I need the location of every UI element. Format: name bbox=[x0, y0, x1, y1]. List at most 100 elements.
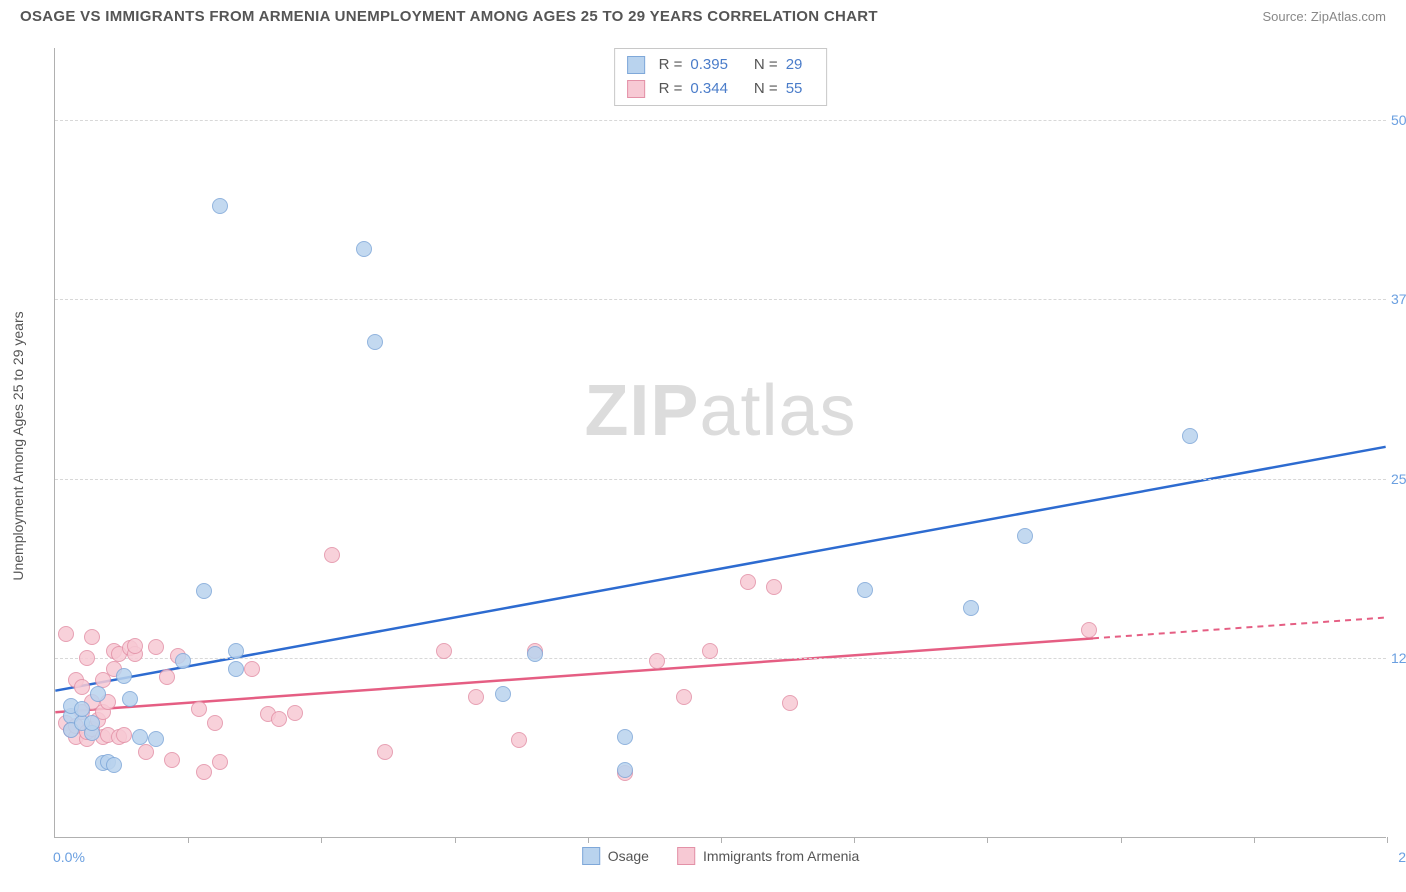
stats-legend: R = 0.395 N = 29 R = 0.344 N = 55 bbox=[614, 48, 828, 106]
scatter-point-osage bbox=[132, 729, 148, 745]
scatter-point-armenia bbox=[127, 638, 143, 654]
x-tick bbox=[1254, 837, 1255, 843]
legend-label-armenia: Immigrants from Armenia bbox=[703, 848, 859, 864]
scatter-point-osage bbox=[148, 731, 164, 747]
scatter-point-armenia bbox=[766, 579, 782, 595]
stat-n-value-osage: 29 bbox=[786, 53, 803, 77]
scatter-point-osage bbox=[367, 334, 383, 350]
scatter-point-armenia bbox=[74, 679, 90, 695]
x-tick bbox=[987, 837, 988, 843]
scatter-point-armenia bbox=[196, 764, 212, 780]
scatter-point-armenia bbox=[468, 689, 484, 705]
chart-plot-area: ZIPatlas R = 0.395 N = 29 R = 0.344 N = … bbox=[54, 48, 1386, 838]
scatter-point-armenia bbox=[676, 689, 692, 705]
stat-r-value-armenia: 0.344 bbox=[690, 77, 728, 101]
x-tick bbox=[588, 837, 589, 843]
x-tick bbox=[854, 837, 855, 843]
scatter-point-armenia bbox=[244, 661, 260, 677]
x-tick bbox=[1121, 837, 1122, 843]
scatter-point-armenia bbox=[1081, 622, 1097, 638]
stat-n-label-armenia: N = bbox=[754, 77, 778, 101]
chart-title: OSAGE VS IMMIGRANTS FROM ARMENIA UNEMPLO… bbox=[20, 8, 878, 25]
scatter-point-osage bbox=[175, 653, 191, 669]
series-legend: Osage Immigrants from Armenia bbox=[582, 847, 860, 865]
x-max-label: 25.0% bbox=[1398, 849, 1406, 865]
gridline bbox=[55, 479, 1386, 480]
scatter-point-armenia bbox=[212, 754, 228, 770]
swatch-osage-2 bbox=[582, 847, 600, 865]
scatter-point-armenia bbox=[207, 715, 223, 731]
x-origin-label: 0.0% bbox=[53, 849, 85, 865]
scatter-point-osage bbox=[116, 668, 132, 684]
y-tick-label: 37.5% bbox=[1391, 291, 1406, 307]
source-attribution: Source: ZipAtlas.com bbox=[1262, 9, 1386, 24]
y-tick-label: 12.5% bbox=[1391, 650, 1406, 666]
y-tick-label: 50.0% bbox=[1391, 112, 1406, 128]
legend-label-osage: Osage bbox=[608, 848, 649, 864]
scatter-point-armenia bbox=[702, 643, 718, 659]
scatter-point-osage bbox=[495, 686, 511, 702]
scatter-point-osage bbox=[90, 686, 106, 702]
stat-n-value-armenia: 55 bbox=[786, 77, 803, 101]
stat-n-label-osage: N = bbox=[754, 53, 778, 77]
trendline-osage-solid bbox=[55, 447, 1385, 691]
scatter-point-osage bbox=[74, 701, 90, 717]
scatter-point-armenia bbox=[159, 669, 175, 685]
scatter-point-osage bbox=[617, 762, 633, 778]
scatter-point-armenia bbox=[191, 701, 207, 717]
scatter-point-osage bbox=[1182, 428, 1198, 444]
scatter-point-osage bbox=[527, 646, 543, 662]
scatter-point-osage bbox=[106, 757, 122, 773]
scatter-point-armenia bbox=[271, 711, 287, 727]
scatter-point-armenia bbox=[436, 643, 452, 659]
gridline bbox=[55, 658, 1386, 659]
scatter-point-armenia bbox=[740, 574, 756, 590]
legend-item-osage: Osage bbox=[582, 847, 649, 865]
scatter-point-armenia bbox=[782, 695, 798, 711]
gridline bbox=[55, 299, 1386, 300]
scatter-point-armenia bbox=[116, 727, 132, 743]
scatter-point-armenia bbox=[138, 744, 154, 760]
x-tick bbox=[321, 837, 322, 843]
scatter-point-armenia bbox=[649, 653, 665, 669]
scatter-point-osage bbox=[212, 198, 228, 214]
scatter-point-armenia bbox=[148, 639, 164, 655]
swatch-armenia-2 bbox=[677, 847, 695, 865]
scatter-point-osage bbox=[122, 691, 138, 707]
swatch-armenia bbox=[627, 80, 645, 98]
scatter-point-osage bbox=[228, 643, 244, 659]
scatter-point-osage bbox=[84, 715, 100, 731]
scatter-point-armenia bbox=[164, 752, 180, 768]
x-tick bbox=[188, 837, 189, 843]
scatter-point-osage bbox=[617, 729, 633, 745]
x-tick bbox=[1387, 837, 1388, 843]
trendline-armenia-solid bbox=[55, 638, 1093, 712]
x-tick bbox=[721, 837, 722, 843]
y-axis-title: Unemployment Among Ages 25 to 29 years bbox=[10, 311, 26, 580]
scatter-point-armenia bbox=[324, 547, 340, 563]
stats-row-armenia: R = 0.344 N = 55 bbox=[627, 77, 815, 101]
scatter-point-armenia bbox=[511, 732, 527, 748]
scatter-point-armenia bbox=[79, 650, 95, 666]
scatter-point-armenia bbox=[58, 626, 74, 642]
y-tick-label: 25.0% bbox=[1391, 471, 1406, 487]
scatter-point-osage bbox=[356, 241, 372, 257]
scatter-point-osage bbox=[857, 582, 873, 598]
scatter-point-armenia bbox=[377, 744, 393, 760]
stat-r-label-osage: R = bbox=[659, 53, 683, 77]
scatter-point-osage bbox=[228, 661, 244, 677]
gridline bbox=[55, 120, 1386, 121]
trendline-armenia-dashed bbox=[1093, 618, 1386, 639]
x-tick bbox=[455, 837, 456, 843]
stat-r-value-osage: 0.395 bbox=[690, 53, 728, 77]
stat-r-label-armenia: R = bbox=[659, 77, 683, 101]
source-link[interactable]: ZipAtlas.com bbox=[1311, 9, 1386, 24]
scatter-point-armenia bbox=[84, 629, 100, 645]
source-prefix: Source: bbox=[1262, 9, 1310, 24]
scatter-point-osage bbox=[1017, 528, 1033, 544]
swatch-osage bbox=[627, 56, 645, 74]
scatter-point-osage bbox=[963, 600, 979, 616]
stats-row-osage: R = 0.395 N = 29 bbox=[627, 53, 815, 77]
legend-item-armenia: Immigrants from Armenia bbox=[677, 847, 859, 865]
scatter-point-osage bbox=[196, 583, 212, 599]
